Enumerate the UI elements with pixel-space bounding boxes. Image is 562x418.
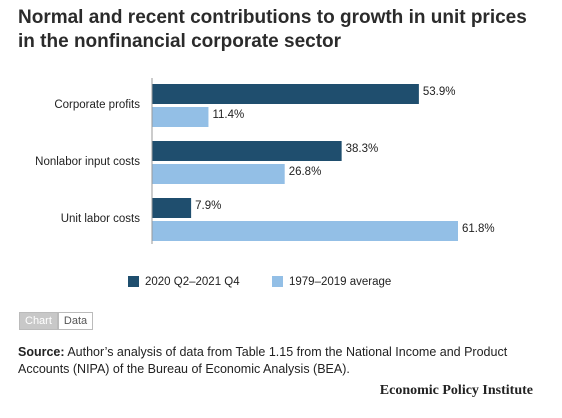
tabs: Chart Data	[19, 312, 94, 330]
bar	[152, 141, 342, 161]
bar	[152, 164, 285, 184]
legend-label: 1979–2019 average	[289, 276, 391, 288]
footer: Economic Policy Institute	[379, 383, 533, 398]
value-label: 38.3%	[346, 143, 379, 155]
tab-chart[interactable]: Chart	[19, 312, 58, 330]
category-label: Nonlabor input costs	[35, 156, 140, 168]
source-label: Source:	[18, 345, 65, 359]
legend-swatch	[272, 276, 283, 287]
category-label: Corporate profits	[54, 99, 140, 111]
chart-title: Normal and recent contributions to growt…	[18, 7, 527, 52]
value-label: 7.9%	[195, 200, 221, 212]
value-label: 61.8%	[462, 223, 495, 235]
bar	[152, 198, 192, 218]
chart: Corporate profits 53.9% 11.4% Nonlabor inpu…	[35, 78, 495, 288]
category-label: Unit labor costs	[61, 213, 141, 225]
legend-swatch	[128, 276, 139, 287]
bar	[152, 221, 458, 241]
source-text: Author’s analysis of data from Table 1.1…	[18, 345, 508, 376]
legend-label: 2020 Q2–2021 Q4	[145, 276, 240, 288]
value-label: 26.8%	[289, 166, 322, 178]
value-label: 53.9%	[423, 86, 456, 98]
tab-data[interactable]: Data	[57, 312, 94, 330]
bar	[152, 84, 419, 104]
value-label: 11.4%	[212, 109, 244, 121]
bar	[152, 107, 209, 127]
source: Source: Author’s analysis of data from T…	[18, 344, 538, 378]
